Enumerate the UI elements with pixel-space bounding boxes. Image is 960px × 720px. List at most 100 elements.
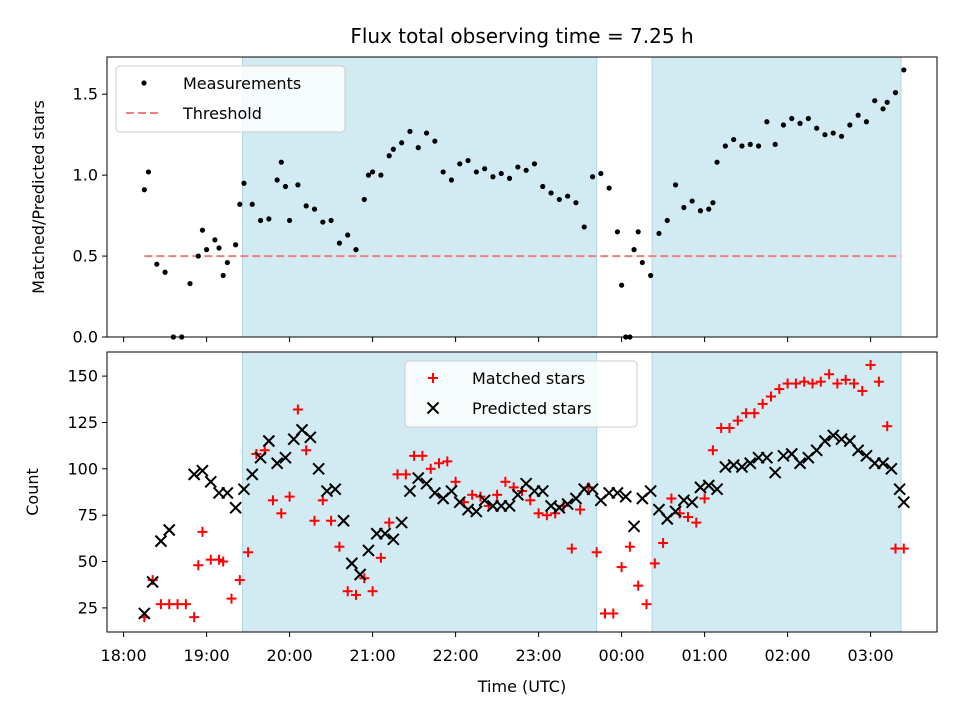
matched-star-point [268,495,278,506]
measurement-point [212,237,218,243]
measurement-point [739,143,745,149]
matched-star-point [807,378,818,389]
matched-star-point [649,558,660,569]
measurement-point [872,98,878,104]
predicted-star-point [702,479,715,492]
predicted-star-point [237,483,251,496]
measurement-point [523,167,529,173]
predicted-marker-b [503,499,516,513]
matched-star-point [193,560,204,571]
predicted-marker-b [445,484,458,498]
y-tick-label: 75 [78,506,98,525]
predicted-marker-b [262,434,276,448]
measurement-point [216,245,222,251]
predicted-star-point [337,514,350,527]
matched-star-point [434,458,444,469]
predicted-marker-b [553,501,566,514]
measurement-point [747,141,753,147]
measurement-point [814,125,820,131]
predicted-star-point [735,460,749,474]
legend-entry-label: Matched stars [472,369,585,388]
predicted-marker-b [337,514,350,527]
measurement-point [764,119,770,125]
measurement-point [755,143,762,149]
matched-star-point [326,515,337,526]
x-tick-label: 03:00 [848,646,894,665]
predicted-star-point [395,516,408,529]
predicted-star-point [793,457,807,470]
predicted-marker-b [378,527,392,540]
measurement-point [490,174,496,180]
predicted-star-point [304,431,317,444]
predicted-star-point [611,486,624,500]
predicted-star-point [818,434,832,448]
predicted-marker-b [644,484,657,498]
predicted-marker-b [403,484,417,498]
predicted-star-point [478,494,491,507]
x-tick-label: 18:00 [101,646,147,665]
predicted-marker-b [669,505,682,518]
measurement-point [465,157,471,164]
y-axis-label-top: Matched/Predicted stars [29,100,48,294]
measurement-point [614,229,621,235]
predicted-marker-b [851,444,865,457]
predicted-star-point [644,484,657,498]
measurement-point [482,166,488,172]
measurement-point [249,201,255,207]
measurement-point [548,190,554,196]
measurement-point [195,253,201,259]
measurement-point [423,130,430,136]
predicted-marker-b [254,451,267,464]
measurement-point [884,99,890,105]
predicted-marker-b [685,495,699,509]
measurement-point [233,242,239,248]
matched-star-point [525,495,536,506]
measurement-point [506,175,513,181]
predicted-marker-b [453,495,466,509]
predicted-star-point [627,520,641,533]
matched-star-point [707,445,718,456]
matched-star-point [832,378,843,389]
measurement-point [892,90,899,96]
predicted-star-point [428,486,442,500]
predicted-star-point [353,568,367,581]
predicted-marker-b [237,483,251,496]
matched-star-point [218,556,229,567]
matched-star-point [815,376,826,387]
matched-star-point [292,404,303,415]
matched-star-point [641,599,652,610]
matched-star-point [351,589,361,600]
matched-star-point [197,526,208,537]
predicted-star-point [403,484,417,498]
predicted-marker-b [897,495,911,509]
measurement-point [722,143,728,149]
legend: Measurements Threshold [115,65,346,133]
predicted-star-point [196,464,209,477]
shaded-interval [651,56,902,338]
predicted-marker-b [536,484,549,498]
predicted-star-point [378,527,392,540]
predicted-marker-b [611,486,624,500]
measurement-point [697,208,704,214]
predicted-marker-b [843,434,857,448]
matched-star-point [243,547,254,558]
predicted-star-point [387,533,400,546]
y-tick-label: 0.5 [73,247,98,266]
predicted-marker-b [652,503,666,516]
measurement-point [287,217,293,224]
measurement-point [838,133,845,139]
measurement-point [805,115,811,122]
matched-star-point [147,575,158,586]
matched-star-point [342,586,353,597]
predicted-marker-b [304,431,317,444]
measurement-point [370,169,376,175]
measurement-point [145,169,152,175]
predicted-marker-b [229,501,242,514]
predicted-marker-b [744,457,757,470]
y-tick-label: 150 [67,367,98,386]
matched-star-point [541,510,552,521]
predicted-star-point [187,468,201,481]
measurement-point [303,203,309,209]
measurement-point [353,247,359,253]
